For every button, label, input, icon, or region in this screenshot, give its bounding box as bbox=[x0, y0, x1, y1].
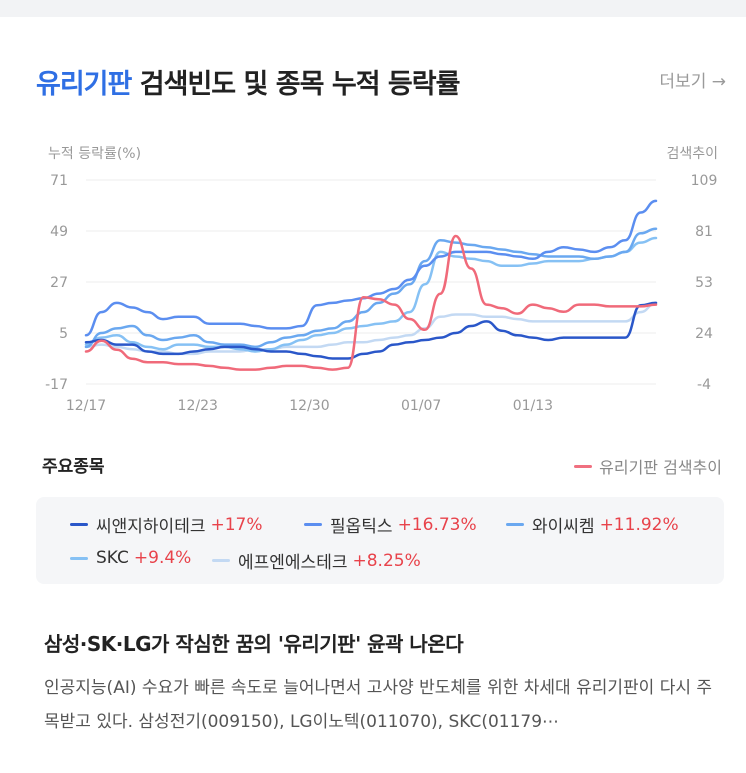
stock-swatch bbox=[70, 556, 88, 560]
stock-change: +17% bbox=[210, 514, 263, 535]
stock-name: 에프엔에스테크 bbox=[238, 553, 348, 573]
stock-swatch bbox=[506, 523, 524, 526]
stock-change: +8.25% bbox=[352, 550, 421, 571]
stock-name: SKC bbox=[96, 548, 129, 568]
top-divider bbox=[0, 0, 746, 17]
stock-item-ycchem[interactable]: 와이씨켐 +11.92% bbox=[506, 512, 679, 537]
series-line-3 bbox=[84, 236, 658, 353]
title-rest: 검색빈도 및 종목 누적 등락률 bbox=[131, 69, 461, 100]
stock-name: 필옵틱스 bbox=[330, 517, 393, 537]
stock-swatch bbox=[212, 559, 230, 562]
y-tick-right: 109 bbox=[691, 173, 718, 189]
stock-name: 와이씨켐 bbox=[532, 517, 595, 537]
y-tick-right: 81 bbox=[695, 224, 713, 240]
news-snippet: 인공지능(AI) 수요가 빠른 속도로 늘어나면서 고사양 반도체를 위한 차세… bbox=[44, 678, 713, 732]
x-tick-label: 12/30 bbox=[289, 398, 329, 414]
section-title: 주요종목 bbox=[42, 457, 105, 477]
y-tick-left: 49 bbox=[50, 224, 68, 240]
more-link[interactable]: 더보기 → bbox=[659, 72, 726, 92]
news-card[interactable]: 삼성·SK·LG가 작심한 꿈의 '유리기판' 윤곽 나온다 인공지능(AI) … bbox=[44, 628, 716, 739]
stock-swatch bbox=[70, 523, 88, 526]
stock-item-cng-hitech[interactable]: 씨앤지하이테크 +17% bbox=[70, 512, 263, 537]
series-line-2 bbox=[84, 227, 658, 349]
stock-change: +11.92% bbox=[599, 514, 679, 535]
stock-item-skc[interactable]: SKC +9.4% bbox=[70, 548, 191, 568]
line-chart: 누적 등락률(%) 검색추이 71 109 49 81 27 53 5 24 -17 -4 12/17 1… bbox=[45, 146, 718, 414]
widget-title: 유리기판 검색빈도 및 종목 누적 등락률 bbox=[36, 62, 726, 101]
y-tick-left: 5 bbox=[59, 326, 68, 342]
stock-swatch bbox=[304, 523, 322, 526]
stock-name: 씨앤지하이테크 bbox=[96, 517, 206, 537]
stock-change: +16.73% bbox=[397, 514, 477, 535]
stock-item-fnstech[interactable]: 에프엔에스테크 +8.25% bbox=[212, 548, 421, 573]
y-axis-right-label: 검색추이 bbox=[666, 146, 718, 162]
stocks-legend-box: 씨앤지하이테크 +17% 필옵틱스 +16.73% 와이씨켐 +11.92% SKC +… bbox=[36, 497, 724, 584]
news-title[interactable]: 삼성·SK·LG가 작심한 꿈의 '유리기판' 윤곽 나온다 bbox=[44, 632, 464, 656]
x-tick-label: 12/23 bbox=[178, 398, 218, 414]
stock-change: +9.4% bbox=[133, 548, 192, 568]
chart-area: 누적 등락률(%) 검색추이 71 109 49 81 27 53 5 24 -17 -4 12/17 1… bbox=[36, 138, 726, 428]
search-trend-legend: 유리기판 검색추이 bbox=[574, 454, 722, 478]
title-keyword: 유리기판 bbox=[36, 69, 132, 100]
search-trend-legend-label: 유리기판 검색추이 bbox=[599, 458, 722, 477]
y-tick-right: 24 bbox=[695, 326, 713, 342]
series-line-0 bbox=[84, 301, 658, 360]
y-tick-right: 53 bbox=[695, 275, 713, 291]
x-tick-label: 01/13 bbox=[513, 398, 553, 414]
stock-item-philoptics[interactable]: 필옵틱스 +16.73% bbox=[304, 512, 477, 537]
x-tick-label: 12/17 bbox=[66, 398, 106, 414]
stocks-section-header: 주요종목 유리기판 검색추이 bbox=[42, 452, 722, 478]
y-tick-left: -17 bbox=[45, 377, 68, 393]
y-tick-left: 27 bbox=[50, 275, 68, 291]
y-tick-right: -4 bbox=[697, 377, 711, 393]
y-tick-left: 71 bbox=[50, 173, 68, 189]
search-trend-swatch bbox=[574, 464, 593, 468]
series-line-1 bbox=[84, 199, 658, 337]
y-axis-left-label: 누적 등락률(%) bbox=[48, 146, 141, 162]
widget-header: 유리기판 검색빈도 및 종목 누적 등락률 더보기 → bbox=[36, 62, 726, 102]
series-line-5 bbox=[84, 234, 658, 371]
x-tick-label: 01/07 bbox=[401, 398, 441, 414]
